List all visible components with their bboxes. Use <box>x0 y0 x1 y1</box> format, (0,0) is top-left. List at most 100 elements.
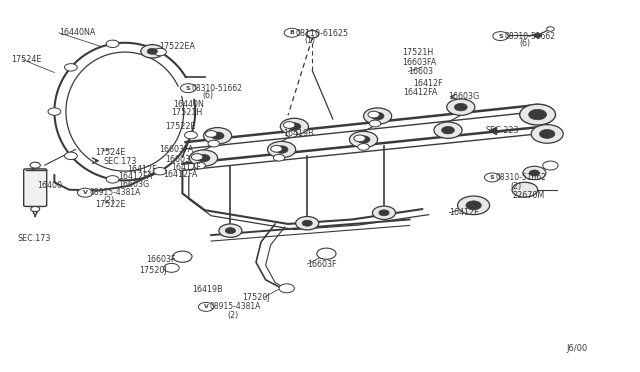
Circle shape <box>523 166 546 180</box>
Circle shape <box>275 146 288 153</box>
Circle shape <box>284 28 300 37</box>
Text: SEC.173: SEC.173 <box>104 157 137 166</box>
Circle shape <box>358 144 369 150</box>
Text: (2): (2) <box>227 311 239 320</box>
Circle shape <box>65 152 77 160</box>
Circle shape <box>189 150 218 166</box>
Text: 17522E: 17522E <box>165 122 196 131</box>
Circle shape <box>534 33 541 38</box>
Circle shape <box>306 31 319 38</box>
Circle shape <box>211 132 224 140</box>
Circle shape <box>357 136 370 143</box>
Circle shape <box>65 64 77 71</box>
Circle shape <box>154 167 166 175</box>
Circle shape <box>164 263 179 272</box>
Text: 17524E: 17524E <box>95 148 125 157</box>
Circle shape <box>204 128 232 144</box>
Circle shape <box>147 48 157 54</box>
Text: SEC.173: SEC.173 <box>18 234 51 243</box>
Circle shape <box>547 27 554 31</box>
Circle shape <box>141 45 164 58</box>
Text: S: S <box>490 175 495 180</box>
Text: (2): (2) <box>104 196 115 205</box>
Circle shape <box>520 104 556 125</box>
Circle shape <box>205 131 217 137</box>
Text: S: S <box>498 33 503 39</box>
Circle shape <box>31 206 40 212</box>
Circle shape <box>493 32 508 41</box>
Text: 16603: 16603 <box>165 155 190 164</box>
Circle shape <box>368 111 380 118</box>
Circle shape <box>173 251 192 262</box>
Text: 17521H: 17521H <box>402 48 433 57</box>
Text: 16419B: 16419B <box>192 285 223 294</box>
Text: 17522E: 17522E <box>95 200 125 209</box>
Text: 16603G: 16603G <box>448 92 479 101</box>
Circle shape <box>317 248 336 259</box>
Circle shape <box>198 302 214 311</box>
Circle shape <box>286 131 298 137</box>
Text: 17522EA: 17522EA <box>159 42 195 51</box>
Circle shape <box>364 108 392 124</box>
Text: 08110-61625: 08110-61625 <box>296 29 349 38</box>
Text: 22670M: 22670M <box>512 191 544 200</box>
Text: 08310-51662: 08310-51662 <box>504 32 556 41</box>
Text: 08915-4381A: 08915-4381A <box>90 188 141 197</box>
Text: 17520J: 17520J <box>242 293 269 302</box>
Text: 16400: 16400 <box>37 181 62 190</box>
Circle shape <box>369 120 381 127</box>
Text: 16419B: 16419B <box>283 129 314 138</box>
Circle shape <box>371 112 384 120</box>
Text: 16603F: 16603F <box>146 255 175 264</box>
Circle shape <box>372 206 396 219</box>
Text: SEC.223: SEC.223 <box>485 126 518 135</box>
Circle shape <box>154 48 166 56</box>
Circle shape <box>194 162 205 169</box>
Circle shape <box>208 140 220 147</box>
Text: 16603F: 16603F <box>307 260 337 269</box>
Circle shape <box>219 224 242 237</box>
Circle shape <box>447 99 475 115</box>
Text: (6): (6) <box>202 92 213 100</box>
Circle shape <box>279 284 294 293</box>
Text: J6/00: J6/00 <box>566 344 588 353</box>
Circle shape <box>184 131 197 139</box>
Text: 16603G: 16603G <box>118 180 150 189</box>
Circle shape <box>442 126 454 134</box>
Text: 16440NA: 16440NA <box>59 28 95 37</box>
Text: 16412FA: 16412FA <box>118 172 153 181</box>
Circle shape <box>354 135 365 142</box>
Circle shape <box>30 162 40 168</box>
Circle shape <box>379 210 389 216</box>
Circle shape <box>106 176 119 183</box>
Circle shape <box>180 84 196 93</box>
Circle shape <box>271 145 282 152</box>
Text: 16412E: 16412E <box>449 208 479 217</box>
Circle shape <box>512 182 538 197</box>
Text: 16603FA: 16603FA <box>402 58 436 67</box>
Circle shape <box>302 220 312 226</box>
Circle shape <box>529 170 540 176</box>
Circle shape <box>484 173 500 182</box>
Circle shape <box>280 118 308 135</box>
Circle shape <box>454 103 467 111</box>
Circle shape <box>434 122 462 138</box>
Text: 17524E: 17524E <box>12 55 42 64</box>
Circle shape <box>77 188 93 197</box>
Circle shape <box>466 201 481 210</box>
Circle shape <box>284 122 295 128</box>
Circle shape <box>197 154 210 162</box>
Circle shape <box>458 196 490 215</box>
Circle shape <box>529 109 547 120</box>
Text: 17521H: 17521H <box>172 108 203 117</box>
Circle shape <box>543 161 558 170</box>
Circle shape <box>273 154 285 161</box>
Text: 16603FA: 16603FA <box>159 145 193 154</box>
Text: 08310-51662: 08310-51662 <box>192 84 243 93</box>
Text: S: S <box>186 86 191 91</box>
Text: 16412FA: 16412FA <box>403 88 438 97</box>
Text: 16603: 16603 <box>408 67 433 76</box>
Text: (6): (6) <box>520 39 531 48</box>
Text: 16412FA: 16412FA <box>163 170 198 179</box>
Circle shape <box>225 228 236 234</box>
